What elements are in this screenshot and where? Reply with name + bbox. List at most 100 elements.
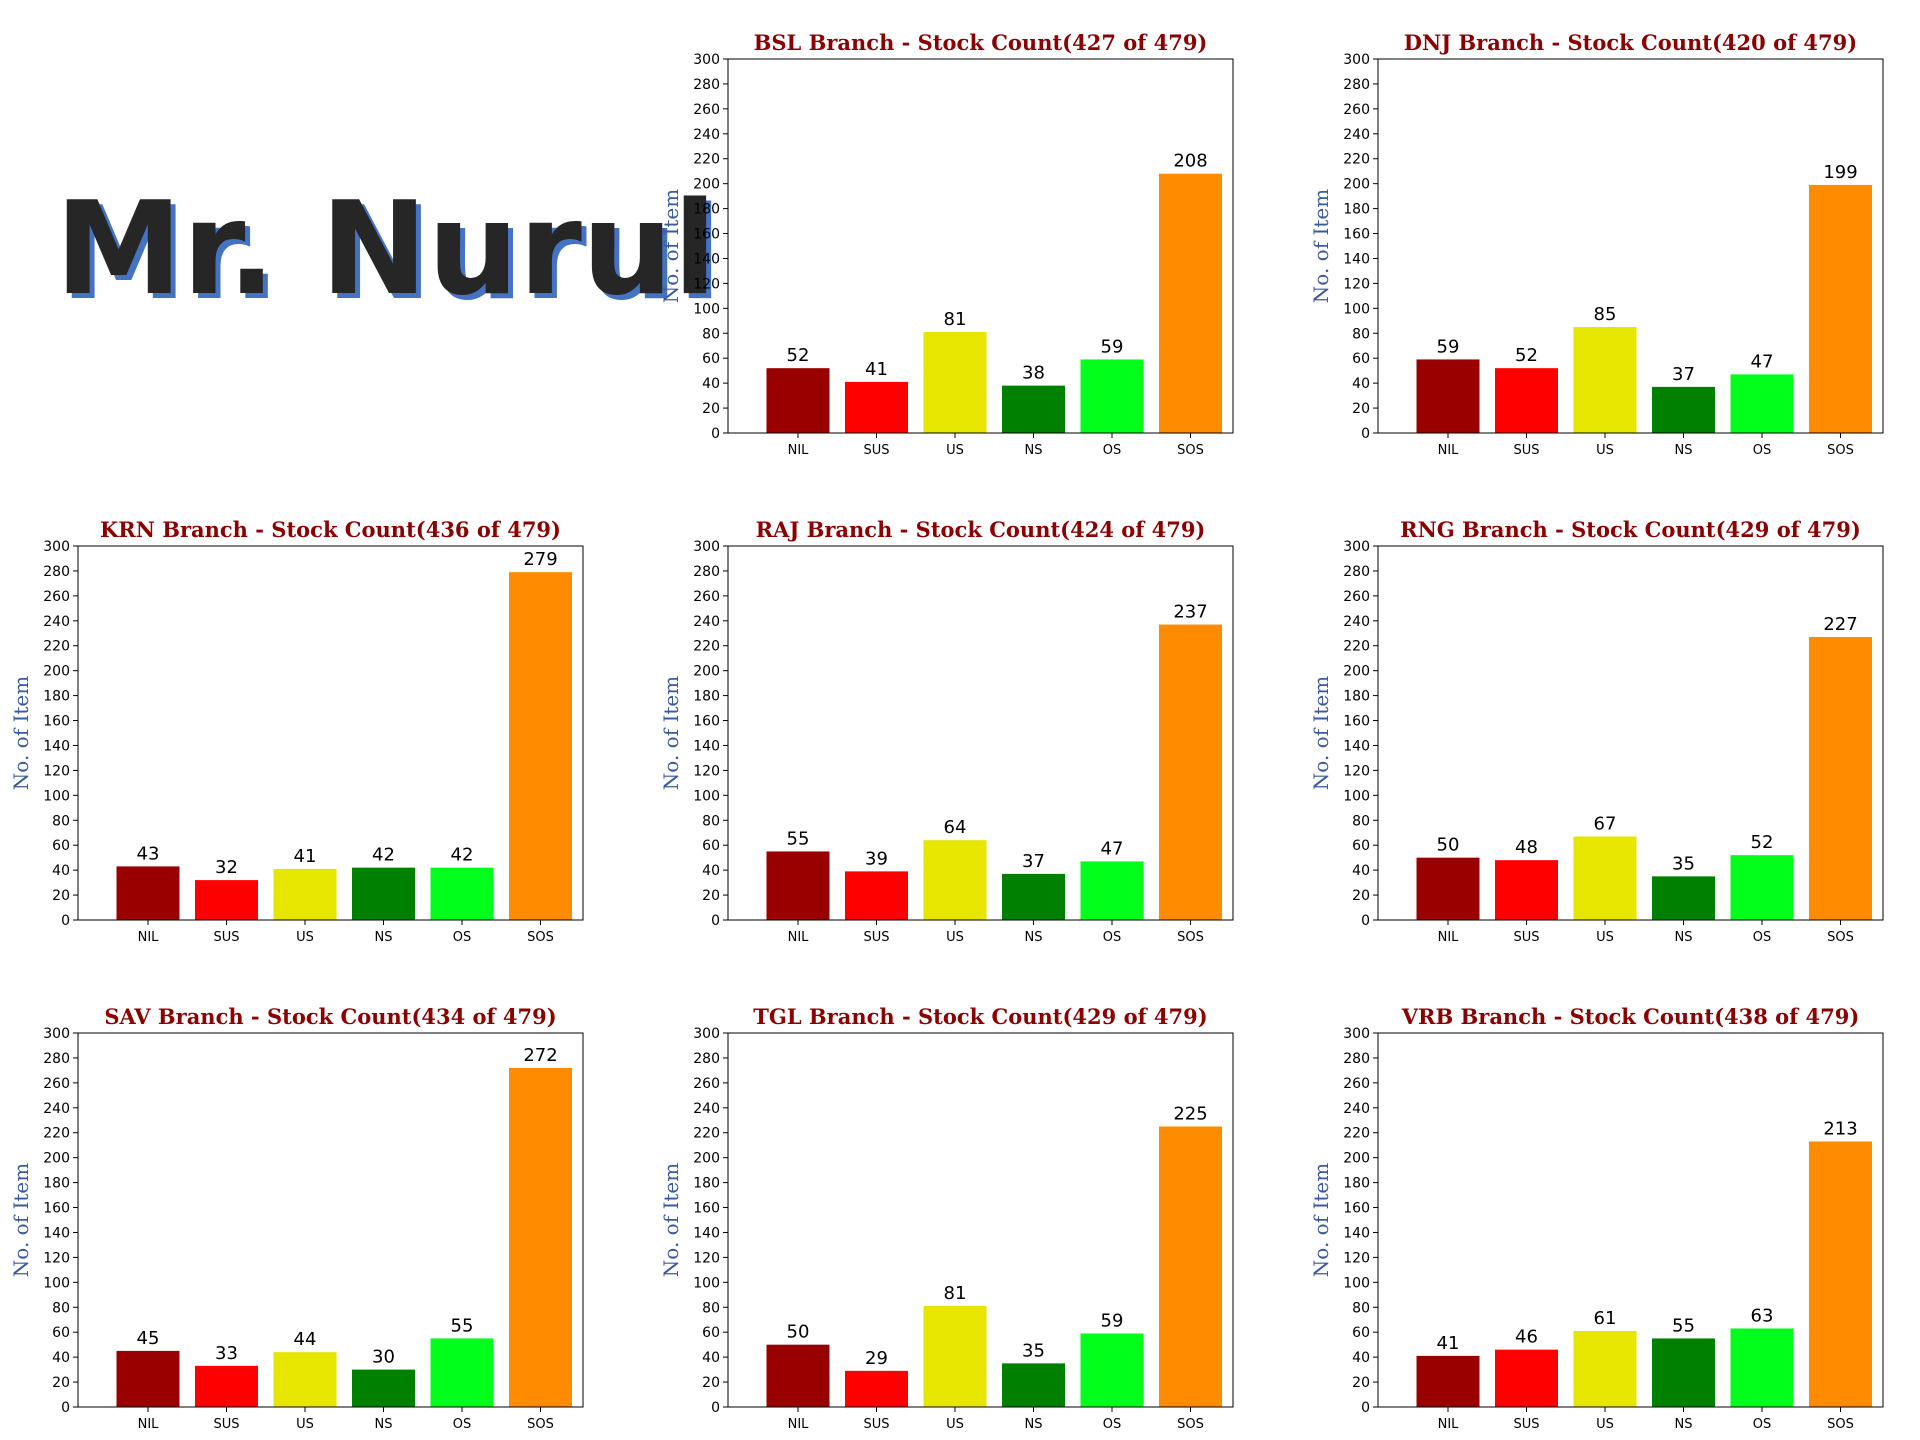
bar-nil: [766, 368, 830, 433]
bar-value-label: 67: [1594, 813, 1617, 834]
x-tick-label: OS: [1103, 443, 1121, 458]
y-tick-label: 260: [43, 589, 70, 605]
y-tick-label: 80: [702, 326, 720, 342]
bar-nil: [1416, 857, 1480, 920]
bar-chart-1: BSL Branch - Stock Count(427 of 479) No. …: [659, 30, 1234, 458]
y-tick-label: 220: [43, 1126, 70, 1142]
bar-value-label: 63: [1751, 1305, 1774, 1326]
bar-sos: [1159, 173, 1222, 433]
bar-os: [1730, 855, 1794, 920]
bar-us: [1573, 836, 1637, 920]
y-tick-label: 20: [1352, 888, 1370, 904]
bar-value-label: 37: [1672, 364, 1695, 385]
y-axis-label: No. of Item: [1309, 1163, 1333, 1277]
bar-value-label: 41: [294, 846, 317, 867]
x-tick-label: SUS: [863, 930, 889, 945]
y-tick-label: 100: [693, 301, 720, 317]
y-tick-label: 140: [43, 1225, 70, 1241]
y-tick-label: 240: [693, 1101, 720, 1117]
bar-value-label: 208: [1173, 151, 1207, 172]
y-tick-label: 120: [693, 276, 720, 292]
bar-value-label: 55: [1672, 1315, 1695, 1336]
plot-frame: [77, 1032, 584, 1408]
bar-value-label: 32: [215, 857, 238, 878]
y-tick-label: 60: [1352, 1325, 1370, 1341]
x-tick-label: NIL: [1438, 930, 1460, 945]
y-tick-label: 20: [52, 888, 70, 904]
x-tick-label: SOS: [1177, 930, 1204, 945]
bar-chart-4: RAJ Branch - Stock Count(424 of 479) No. …: [659, 517, 1234, 945]
y-tick-label: 140: [1343, 251, 1370, 267]
bar-value-label: 199: [1823, 162, 1857, 183]
bar-value-label: 52: [787, 345, 810, 366]
y-tick-label: 280: [693, 77, 720, 93]
x-tick-label: NIL: [788, 1417, 810, 1432]
x-tick-label: NIL: [1438, 1417, 1460, 1432]
y-tick-label: 140: [1343, 1225, 1370, 1241]
bar-us: [923, 1306, 987, 1407]
bar-value-label: 41: [865, 359, 888, 380]
x-tick-label: US: [1596, 1417, 1614, 1432]
y-tick-label: 160: [43, 1201, 70, 1217]
y-tick-label: 0: [711, 913, 720, 929]
bar-value-label: 47: [1101, 838, 1124, 859]
x-tick-label: SUS: [863, 1417, 889, 1432]
y-tick-label: 240: [43, 614, 70, 630]
y-tick-label: 80: [52, 1300, 70, 1316]
y-tick-label: 0: [711, 1400, 720, 1416]
bar-value-label: 55: [787, 828, 810, 849]
plot-frame: [727, 545, 1234, 921]
x-tick-label: NS: [375, 930, 393, 945]
y-tick-label: 0: [711, 426, 720, 442]
bar-value-label: 61: [1594, 1308, 1617, 1329]
page-heading: Mr. Nurul: [55, 175, 717, 324]
x-tick-label: SOS: [1827, 1417, 1854, 1432]
bar-ns: [1652, 386, 1715, 433]
plot-frame: [77, 545, 584, 921]
y-tick-label: 40: [1352, 863, 1370, 879]
bar-us: [923, 840, 987, 920]
y-tick-label: 140: [693, 1225, 720, 1241]
y-tick-label: 20: [702, 401, 720, 417]
y-tick-label: 160: [1343, 714, 1370, 730]
y-tick-label: 100: [43, 788, 70, 804]
bar-value-label: 46: [1515, 1327, 1538, 1348]
y-tick-label: 300: [1343, 1026, 1370, 1042]
bar-value-label: 35: [1022, 1340, 1045, 1361]
y-tick-label: 260: [43, 1076, 70, 1092]
x-tick-label: US: [1596, 443, 1614, 458]
x-tick-label: SUS: [1513, 1417, 1539, 1432]
y-tick-label: 20: [702, 1375, 720, 1391]
y-tick-label: 20: [702, 888, 720, 904]
y-tick-label: 60: [52, 838, 70, 854]
y-tick-label: 300: [1343, 539, 1370, 555]
y-tick-label: 160: [1343, 227, 1370, 243]
y-axis-label: No. of Item: [659, 189, 683, 303]
bar-chart-2: DNJ Branch - Stock Count(420 of 479) No. …: [1309, 30, 1884, 458]
y-tick-label: 300: [693, 1026, 720, 1042]
y-tick-label: 0: [1361, 1400, 1370, 1416]
x-tick-label: SUS: [1513, 443, 1539, 458]
y-tick-label: 260: [693, 589, 720, 605]
y-tick-label: 200: [43, 1151, 70, 1167]
y-tick-label: 80: [1352, 1300, 1370, 1316]
bar-sos: [1159, 1126, 1222, 1407]
y-tick-label: 0: [61, 913, 70, 929]
y-tick-label: 260: [693, 1076, 720, 1092]
y-tick-label: 300: [693, 52, 720, 68]
y-tick-label: 260: [1343, 1076, 1370, 1092]
bar-os: [1080, 1333, 1144, 1407]
bar-sus: [845, 1370, 908, 1407]
y-tick-label: 140: [693, 738, 720, 754]
x-tick-label: US: [296, 930, 314, 945]
bar-value-label: 42: [451, 845, 474, 866]
bar-value-label: 59: [1101, 1310, 1124, 1331]
y-tick-label: 120: [693, 1250, 720, 1266]
bar-sus: [1495, 1349, 1558, 1407]
y-tick-label: 280: [693, 564, 720, 580]
y-tick-label: 120: [1343, 763, 1370, 779]
bar-sos: [1809, 1141, 1872, 1407]
x-tick-label: SOS: [1827, 443, 1854, 458]
bar-value-label: 47: [1751, 351, 1774, 372]
